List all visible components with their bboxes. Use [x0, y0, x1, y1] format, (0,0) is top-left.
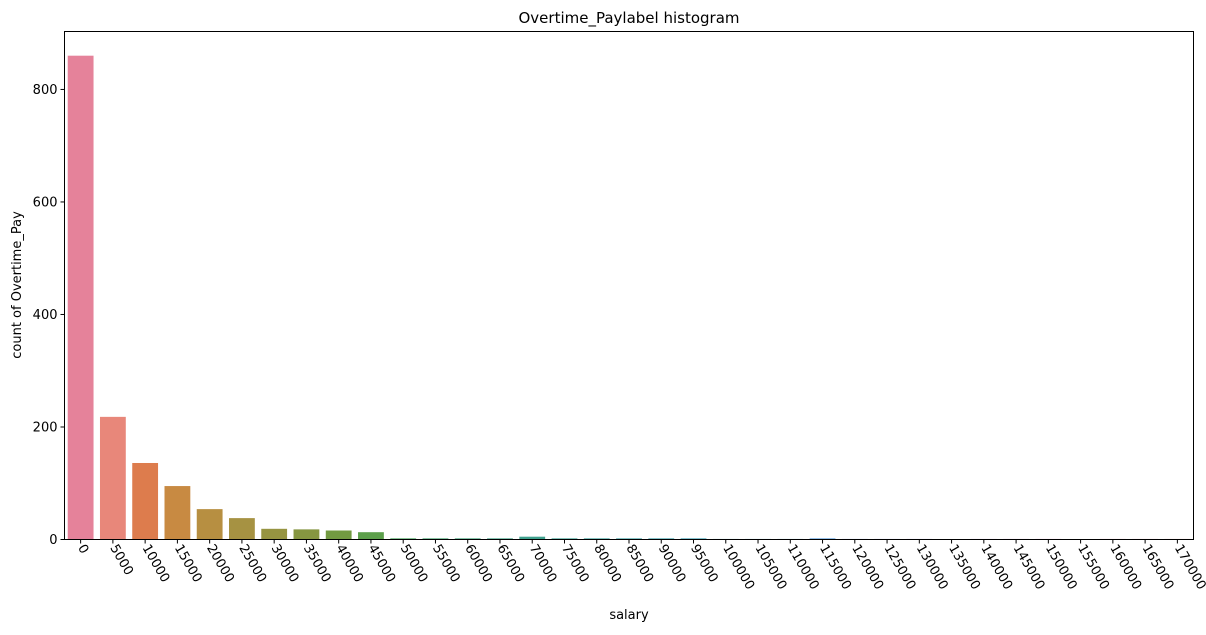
x-tick-label: 35000: [300, 542, 334, 585]
x-tick-label: 90000: [655, 542, 689, 585]
bar-5000: [99, 416, 126, 540]
x-tick-label: 10000: [139, 542, 173, 585]
bars-layer: [67, 55, 1191, 540]
x-tick-label: 80000: [590, 542, 624, 585]
plot-frame: [64, 31, 1194, 540]
bar-95000: [680, 538, 707, 540]
bar-90000: [648, 538, 675, 540]
x-tick-label: 65000: [494, 542, 528, 585]
x-tick-label: 5000: [106, 542, 136, 578]
x-axis-title: salary: [609, 608, 649, 623]
bar-85000: [616, 538, 642, 540]
x-tick-label: 0: [74, 542, 91, 557]
y-tick-label: 0: [49, 533, 57, 548]
bar-60000: [454, 538, 481, 540]
y-tick-label: 200: [33, 420, 58, 435]
y-tick-label: 600: [33, 195, 58, 210]
bar-80000: [583, 538, 610, 540]
bar-25000: [229, 518, 255, 540]
x-tick-label: 20000: [203, 542, 237, 585]
bar-35000: [293, 529, 320, 540]
x-tick-label: 60000: [461, 542, 495, 585]
x-tick-label: 85000: [623, 542, 657, 585]
y-tick-label: 400: [33, 308, 58, 323]
bar-10000: [132, 462, 159, 540]
x-tick-label: 55000: [429, 542, 463, 585]
bar-15000: [164, 486, 191, 540]
x-tick-label: 40000: [332, 542, 366, 585]
bar-20000: [196, 509, 223, 540]
x-tick-label: 100000: [719, 542, 757, 592]
y-axis-title: count of Overtime_Pay: [10, 211, 25, 359]
x-tick-label: 15000: [171, 542, 205, 585]
x-tick-label: 95000: [687, 542, 721, 585]
bar-65000: [487, 538, 513, 540]
bar-40000: [325, 530, 352, 540]
y-tick-label: 800: [33, 83, 58, 98]
bar-75000: [551, 538, 578, 540]
x-tick-label: 25000: [235, 542, 269, 585]
bar-30000: [261, 528, 288, 540]
bar-0: [67, 55, 94, 540]
bar-70000: [519, 536, 546, 540]
x-tick-label: 50000: [397, 542, 431, 585]
chart-title: Overtime_Paylabel histogram: [519, 9, 740, 28]
x-tick-label: 30000: [268, 542, 302, 585]
x-tick-label: 45000: [364, 542, 398, 585]
x-tick-label: 75000: [558, 542, 592, 585]
bar-50000: [390, 538, 417, 540]
bar-45000: [358, 532, 384, 540]
bar-115000: [809, 538, 836, 540]
bar-55000: [422, 538, 449, 540]
x-tick-label: 70000: [526, 542, 560, 585]
